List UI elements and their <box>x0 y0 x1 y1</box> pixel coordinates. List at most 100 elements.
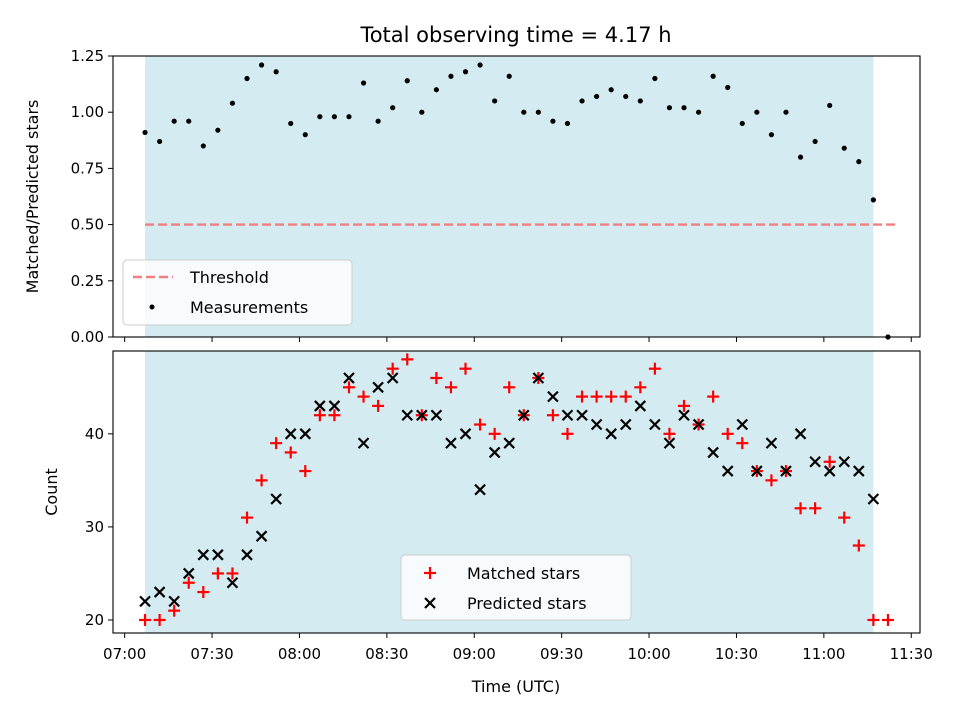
measurement-point <box>477 62 483 68</box>
measurement-point <box>725 84 731 91</box>
measurement-point <box>666 105 673 111</box>
matched-star-point <box>386 362 399 375</box>
matched-star-point <box>576 390 589 403</box>
matched-star-point <box>444 381 457 394</box>
measurement-point <box>564 120 571 127</box>
measurement-point <box>492 98 498 104</box>
measurement-point <box>462 69 469 75</box>
matched-star-point <box>197 586 210 599</box>
threshold-legend-label: Threshold <box>189 268 269 287</box>
predicted-star-point <box>634 400 647 412</box>
matched-star-point <box>372 399 385 412</box>
measurement-point <box>215 127 221 133</box>
matched-star-point <box>867 613 880 626</box>
bottom-x-tick-label: 11:00 <box>802 645 845 663</box>
matched-star-point <box>678 399 691 412</box>
matched-star-point <box>211 567 224 580</box>
predicted-star-point <box>853 465 865 477</box>
predicted-stars-legend-label: Predicted stars <box>467 594 587 613</box>
top-axes-frame <box>112 55 921 338</box>
matched-star-point <box>168 604 181 617</box>
x-axis-label: Time (UTC) <box>471 677 560 696</box>
predicted-star-point <box>343 372 355 384</box>
predicted-stars-points <box>139 372 880 608</box>
bottom-x-tick-label: 08:00 <box>278 645 321 663</box>
matched-star-point <box>328 409 341 422</box>
measurement-point <box>273 69 279 75</box>
matched-star-point <box>342 381 355 394</box>
predicted-star-point <box>168 595 180 608</box>
measurement-point <box>404 78 410 84</box>
top-legend: Threshold Measurements <box>122 259 353 326</box>
predicted-star-point <box>736 418 749 431</box>
predicted-star-point <box>139 595 151 608</box>
matched-star-point <box>590 390 603 403</box>
top-y-tick-label: 0.50 <box>71 216 104 234</box>
top-y-tick-label: 1.25 <box>71 47 104 65</box>
bottom-y-tick-label: 40 <box>85 425 104 443</box>
bottom-x-tick-label: 07:30 <box>190 645 233 663</box>
bottom-y-axis: 20 30 40 <box>85 425 113 629</box>
predicted-star-point <box>780 465 792 477</box>
matched-star-point <box>401 353 414 366</box>
matched-star-point <box>488 427 501 440</box>
measurement-point <box>244 75 250 82</box>
matched-star-point <box>430 371 443 384</box>
predicted-star-point <box>518 409 530 421</box>
predicted-star-point <box>299 428 312 440</box>
measurement-points <box>142 62 891 340</box>
top-x-ticks <box>124 337 912 342</box>
predicted-star-point <box>605 428 617 440</box>
measurement-point <box>142 129 148 136</box>
measurement-point <box>739 120 745 127</box>
bottom-legend-box <box>400 554 632 621</box>
bottom-x-tick-label: 08:30 <box>365 645 408 663</box>
predicted-star-point <box>241 549 253 561</box>
predicted-star-point <box>503 437 515 449</box>
predicted-star-point <box>561 409 574 421</box>
measurements-legend-swatch <box>149 304 155 310</box>
measurement-point <box>637 98 643 104</box>
bottom-x-axis: 07:00 07:30 08:00 08:30 09:00 09:30 10:00 10:30… <box>103 633 933 663</box>
measurement-point <box>521 109 527 115</box>
predicted-star-point <box>663 437 676 449</box>
matched-star-point <box>561 427 574 440</box>
predicted-star-point <box>649 418 661 431</box>
measurement-point <box>870 197 876 203</box>
predicted-star-point <box>197 549 210 561</box>
matched-star-point <box>313 409 326 422</box>
matched-star-point <box>284 446 297 459</box>
measurement-point <box>550 118 556 124</box>
matched-star-point <box>270 437 283 450</box>
matched-star-point <box>139 613 152 626</box>
bottom-y-tick-label: 30 <box>85 518 104 536</box>
top-legend-box <box>122 259 353 326</box>
matched-star-point <box>648 362 661 375</box>
bottom-y-tick-label: 20 <box>85 611 104 629</box>
predicted-star-point <box>226 576 239 589</box>
matched-stars-legend-swatch <box>424 567 436 579</box>
predicted-star-point <box>721 465 734 477</box>
bottom-x-tick-label: 07:00 <box>103 645 146 663</box>
measurement-point <box>302 132 308 138</box>
predicted-star-point <box>416 409 428 421</box>
measurement-point <box>535 109 541 115</box>
top-y-axis: 0.00 0.25 0.50 0.75 1.00 1.25 <box>71 47 113 346</box>
predicted-star-point <box>619 418 632 431</box>
predicted-star-point <box>153 586 166 598</box>
top-panel: 0.00 0.25 0.50 0.75 1.00 1.25 Matched/Predict… <box>23 47 921 346</box>
measurement-point <box>419 109 425 115</box>
predicted-star-point <box>838 455 851 468</box>
bottom-x-tick-label: 10:30 <box>715 645 758 663</box>
predicted-star-point <box>445 437 457 449</box>
predicted-star-point <box>430 409 443 421</box>
measurement-point <box>783 109 789 115</box>
bottom-x-tick-label: 11:30 <box>890 645 933 663</box>
matched-star-point <box>721 427 734 440</box>
predicted-star-point <box>270 493 282 505</box>
matched-stars-legend-label: Matched stars <box>467 564 580 583</box>
predicted-star-point <box>809 455 821 468</box>
measurement-point <box>375 118 381 124</box>
measurement-point <box>841 145 847 151</box>
predicted-stars-legend-swatch <box>424 597 436 609</box>
